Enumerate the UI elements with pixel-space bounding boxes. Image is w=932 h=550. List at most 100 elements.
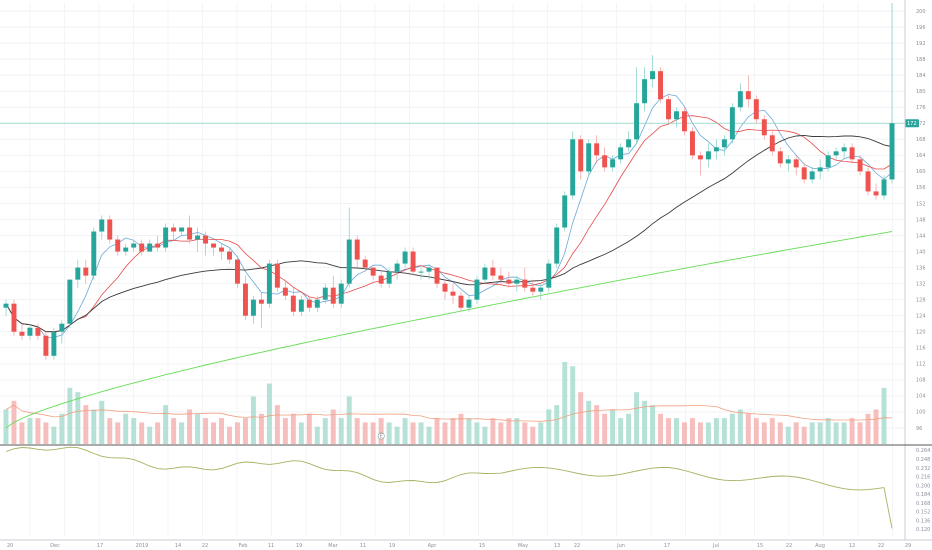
candle-body	[274, 263, 280, 288]
time-tick-label: 12	[849, 543, 855, 549]
candle-body	[426, 267, 432, 272]
candle-body	[250, 299, 256, 316]
volume-bar	[442, 422, 448, 444]
volume-bar	[147, 426, 153, 444]
candle-body	[833, 151, 839, 156]
time-tick-label: Jun	[616, 543, 625, 549]
volume-bar	[809, 422, 815, 444]
candle-body	[298, 299, 304, 312]
time-tick-label: 15	[757, 543, 763, 549]
candle-body	[594, 143, 600, 156]
candle-body	[75, 267, 81, 280]
volume-bar	[434, 418, 440, 444]
candle-body	[378, 275, 384, 284]
price-tick-label: 200	[916, 9, 926, 15]
volume-bar	[219, 418, 224, 444]
time-tick-label: 17	[664, 543, 670, 549]
price-tick-label: 136	[916, 265, 926, 271]
candle-body	[282, 287, 288, 296]
volume-bar	[538, 422, 544, 444]
volume-bar	[642, 400, 648, 444]
candle-body	[674, 111, 679, 120]
candle-body	[171, 227, 177, 232]
volume-bar	[737, 409, 743, 444]
candle-body	[538, 287, 544, 292]
time-tick-label: 22	[878, 543, 884, 549]
volume-bar	[27, 418, 33, 444]
volume-moving-average	[5, 404, 893, 422]
time-tick-label: 19	[296, 543, 302, 549]
indicator-tick-label: 0.168	[916, 501, 930, 507]
price-tick-label: 156	[916, 185, 926, 191]
last-price-line: 172	[0, 119, 919, 128]
volume-bar	[713, 418, 719, 444]
candle-body	[745, 91, 751, 100]
candle-body	[139, 243, 145, 252]
volume-bar	[578, 392, 584, 444]
volume-bar	[59, 413, 65, 444]
time-tick-label: Feb	[239, 543, 248, 549]
volume-ma-line	[5, 404, 893, 422]
candle-body	[123, 247, 129, 252]
candle-body	[394, 263, 400, 272]
event-marker-icon[interactable]	[377, 432, 385, 440]
candle-body	[147, 243, 153, 252]
price-tick-label: 124	[916, 314, 926, 320]
candle-body	[258, 299, 264, 304]
volume-bar	[586, 400, 592, 444]
candle-body	[610, 159, 616, 168]
candle-body	[721, 139, 727, 148]
candle-body	[474, 279, 480, 300]
candle-body	[466, 299, 472, 308]
volume-bar	[338, 418, 344, 444]
volume-bar	[19, 422, 25, 444]
volume-bar	[290, 413, 296, 444]
price-tick-label: 176	[916, 105, 926, 111]
volume-bar	[99, 400, 105, 444]
candle-body	[314, 299, 320, 308]
time-tick-label: Aug	[815, 543, 825, 549]
volume-bar	[171, 418, 177, 444]
volume-bars	[3, 361, 887, 444]
ma-slow-line	[5, 134, 893, 333]
indicator-tick-label: 0.136	[916, 518, 930, 524]
price-tick-label: 112	[916, 362, 926, 368]
candle-body	[570, 139, 576, 196]
candle-body	[115, 239, 121, 252]
indicator-tick-label: 0.200	[916, 483, 930, 489]
candle-body	[27, 327, 33, 336]
candle-body	[642, 79, 648, 104]
candle-body	[522, 279, 528, 288]
volume-bar	[330, 409, 336, 444]
volume-bar	[155, 422, 161, 444]
volume-bar	[618, 418, 624, 444]
candle-body	[602, 155, 608, 168]
volume-bar	[474, 422, 480, 444]
candle-body	[338, 283, 344, 304]
volume-bar	[354, 418, 360, 444]
volume-bar	[298, 422, 304, 444]
candle-body	[163, 227, 169, 248]
moving-average-lines	[5, 93, 893, 429]
volume-bar	[67, 387, 73, 444]
candle-body	[841, 147, 847, 152]
volume-bar	[75, 392, 81, 444]
last-price-badge	[905, 119, 919, 128]
volume-bar	[266, 383, 272, 444]
candle-body	[91, 231, 97, 276]
indicator-tick-label: 0.264	[916, 448, 930, 454]
time-tick-label: Mar	[328, 543, 338, 549]
volume-bar	[242, 418, 248, 444]
candle-body	[266, 263, 272, 304]
candle-body	[330, 287, 336, 304]
volume-bar	[570, 366, 576, 444]
candle-body	[442, 283, 448, 292]
indicator-tick-label: 0.232	[916, 466, 930, 472]
volume-bar	[107, 418, 113, 444]
candlesticks[interactable]	[3, 3, 895, 360]
ma-fast-line	[5, 93, 893, 338]
candle-body	[410, 251, 416, 272]
